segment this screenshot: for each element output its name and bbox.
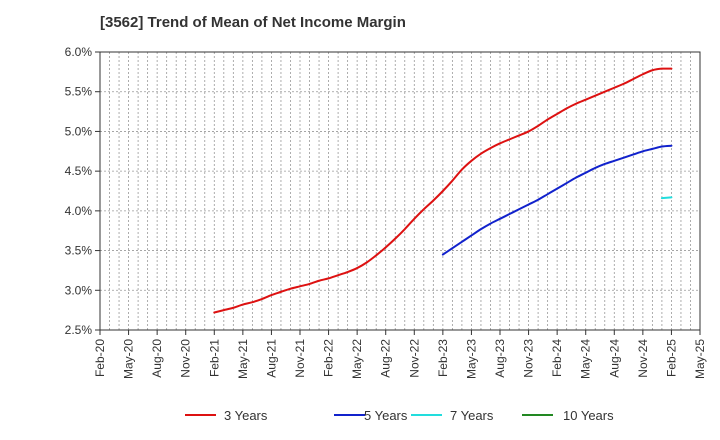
x-tick-label: May-23 <box>464 339 478 379</box>
chart-title: [3562] Trend of Mean of Net Income Margi… <box>100 14 406 31</box>
plot-frame <box>99 51 701 331</box>
x-tick-label: Nov-20 <box>179 339 193 378</box>
x-tick-label: Aug-23 <box>493 339 507 378</box>
x-tick-label: May-25 <box>693 339 707 379</box>
y-tick-label: 3.5% <box>65 244 93 258</box>
legend-label-10-years: 10 Years <box>563 408 614 423</box>
grid-layer <box>100 52 700 330</box>
axis-layer: 2.5% 3.0% 3.5% 4.0% 4.5% 5.0% 5.5% 6.0% Feb-20 Ma… <box>65 45 707 379</box>
x-tick-label: Aug-21 <box>264 339 278 378</box>
series-line-5-years <box>441 144 673 256</box>
y-tick-label: 5.5% <box>65 85 93 99</box>
x-tick-label: Nov-23 <box>522 339 536 378</box>
y-tick-label: 6.0% <box>65 45 93 59</box>
x-tick-label: Nov-24 <box>636 339 650 378</box>
x-tick-label: Feb-22 <box>322 339 336 377</box>
legend: 3 Years 5 Years 7 Years 10 Years <box>185 408 614 423</box>
x-tick-label: May-20 <box>122 339 136 379</box>
x-tick-label: Feb-25 <box>664 339 678 377</box>
x-tick-label: May-21 <box>236 339 250 379</box>
y-tick-label: 4.0% <box>65 204 93 218</box>
y-tick-label: 3.0% <box>65 283 93 297</box>
series-layer <box>213 67 673 314</box>
y-tick-label: 2.5% <box>65 323 93 337</box>
x-tick-label: May-24 <box>579 339 593 379</box>
x-tick-label: Feb-21 <box>207 339 221 377</box>
x-tick-label: May-22 <box>350 339 364 379</box>
x-tick-label: Aug-22 <box>379 339 393 378</box>
legend-label-5-years: 5 Years <box>364 408 408 423</box>
y-tick-label: 4.5% <box>65 164 93 178</box>
x-tick-label: Feb-20 <box>93 339 107 377</box>
legend-label-3-years: 3 Years <box>224 408 268 423</box>
y-tick-label: 5.0% <box>65 124 93 138</box>
x-tick-label: Aug-24 <box>607 339 621 378</box>
x-tick-label: Feb-24 <box>550 339 564 377</box>
x-tick-label: Feb-23 <box>436 339 450 377</box>
series-line-3-years <box>213 67 673 314</box>
x-tick-label: Nov-21 <box>293 339 307 378</box>
series-line-7-years <box>660 196 673 200</box>
legend-label-7-years: 7 Years <box>450 408 494 423</box>
x-tick-label: Nov-22 <box>407 339 421 378</box>
x-tick-label: Aug-20 <box>150 339 164 378</box>
